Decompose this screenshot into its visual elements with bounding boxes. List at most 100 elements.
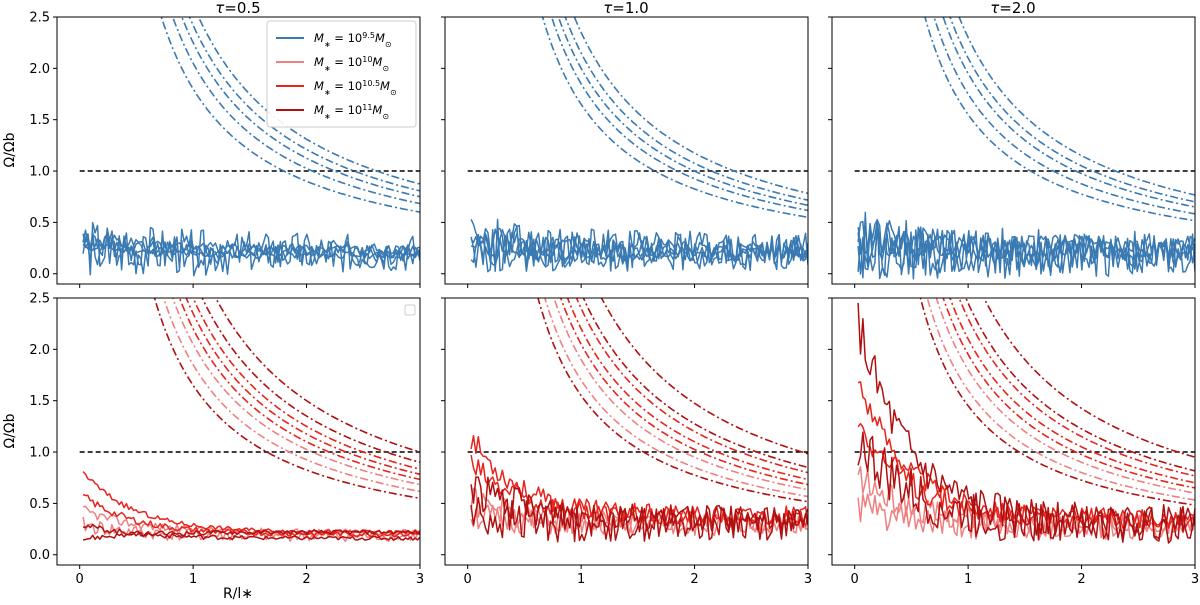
series-dashdot-line [557, 17, 808, 207]
series-dashdot-line [958, 298, 1195, 477]
panel-bottom-left [56, 297, 421, 566]
y-axis-label-top: Ω/Ωb [2, 132, 18, 167]
series-solid-line [470, 476, 808, 533]
panel-title-tau-0: τ=0.5 [215, 0, 260, 17]
series-dashdot-line [949, 298, 1195, 484]
panel-title-tau-1: τ=1.0 [603, 0, 648, 17]
series-dashdot-line [924, 17, 1195, 222]
series-dashdot-line [162, 298, 420, 493]
y-tick-label: 2.5 [29, 11, 50, 26]
y-tick-label: 2.0 [29, 62, 50, 77]
x-tick-label: 1 [189, 572, 197, 587]
panel-frame [444, 16, 809, 285]
series-solid-line [857, 302, 1195, 540]
x-tick-label: 3 [416, 572, 424, 587]
series-dashdot-line [566, 298, 808, 481]
legend: M∗ = 109.5M⊙ M∗ = 1010M⊙ M∗ = 1010.5M⊙ M∗ =… [266, 20, 417, 128]
y-tick-label: 1.5 [29, 113, 50, 128]
series-dashdot-line [926, 298, 1195, 501]
series-dashdot-line [559, 298, 808, 486]
panel-frame [444, 297, 809, 566]
panel-title-tau-2: τ=2.0 [990, 0, 1035, 17]
panel-top-right [831, 16, 1196, 285]
series-dashdot-line [958, 17, 1195, 196]
series-dashdot-line [550, 17, 808, 212]
series-solid-line [82, 221, 420, 277]
x-tick-label: 0 [76, 572, 84, 587]
series-dashdot-line [180, 17, 420, 198]
series-dashdot-line [553, 298, 808, 491]
panel-top-middle [444, 16, 809, 285]
y-axis-label-bottom: Ω/Ωb [2, 413, 18, 448]
y-tick-label: 1.0 [29, 446, 50, 461]
x-tick-label: 1 [577, 572, 585, 587]
x-tick-label: 0 [464, 572, 472, 587]
series-dashdot-line [160, 17, 420, 213]
series-solid-line [82, 523, 420, 541]
panel-bottom-middle [444, 297, 809, 566]
legend-label: M∗ = 109.5M⊙ [314, 31, 392, 49]
series-dashdot-line [197, 17, 420, 185]
y-axis-bottom: 0.0 0.5 1.0 1.5 2.0 2.5 [29, 292, 832, 563]
x-axes: 0 0 0 1 1 1 2 2 2 3 3 3 [76, 284, 1199, 587]
y-tick-label: 1.0 [29, 165, 50, 180]
series-dashdot-line [214, 298, 420, 453]
series-solid-line [857, 381, 1195, 527]
series-dashdot-line [171, 17, 420, 205]
panel-bottom-right [831, 297, 1196, 566]
x-tick-label: 2 [690, 572, 698, 587]
legend-label: M∗ = 1010M⊙ [314, 55, 389, 73]
legend-label: M∗ = 1010.5M⊙ [314, 79, 397, 97]
series-dashdot-line [600, 298, 808, 455]
series-dashdot-line [192, 298, 420, 470]
x-tick-label: 3 [804, 572, 812, 587]
x-tick-label: 2 [302, 572, 310, 587]
series-dashdot-line [188, 17, 420, 192]
series-solid-line [82, 233, 420, 256]
series-dashdot-line [983, 298, 1195, 458]
panel-top-left [56, 16, 421, 285]
x-tick-label: 0 [851, 572, 859, 587]
y-tick-label: 2.0 [29, 343, 50, 358]
x-tick-label: 2 [1077, 572, 1085, 587]
legend-box [266, 20, 417, 128]
series-solid-line [857, 422, 1195, 529]
empty-legend-box [404, 304, 416, 316]
series-solid-line [470, 218, 808, 273]
y-tick-label: 1.5 [29, 394, 50, 409]
x-tick-label: 1 [964, 572, 972, 587]
series-dashdot-line [949, 17, 1195, 203]
series-dashdot-line [942, 17, 1195, 208]
series-dashdot-line [185, 298, 420, 476]
series-dashdot-line [964, 298, 1195, 472]
series-dashdot-line [935, 298, 1195, 494]
x-axis-label: R/l∗ [223, 586, 253, 602]
y-axis-top: 0.0 0.5 1.0 1.5 2.0 2.5 [29, 11, 832, 282]
series-dashdot-line [582, 298, 808, 469]
series-dashdot-line [201, 298, 420, 464]
series-dashdot-line [153, 298, 420, 500]
series-dashdot-line [564, 17, 808, 201]
series-solid-line [857, 227, 1195, 260]
y-tick-label: 2.5 [29, 292, 50, 307]
x-tick-label: 3 [1191, 572, 1199, 587]
panel-frame [56, 16, 421, 285]
series-solid-line [82, 233, 420, 259]
legend-label: M∗ = 1011M⊙ [314, 103, 389, 121]
series-solid-line [82, 471, 420, 535]
y-tick-label: 0.5 [29, 216, 50, 231]
series-dashdot-line [171, 298, 420, 486]
series-dashdot-line [942, 298, 1195, 489]
series-dashdot-line [933, 17, 1195, 215]
series-dashdot-line [537, 298, 808, 503]
panel-frame [831, 16, 1196, 285]
series-solid-line [857, 211, 1195, 280]
series-solid-line [470, 496, 808, 543]
panel-frame [831, 297, 1196, 566]
series-dashdot-line [543, 298, 808, 498]
series-dashdot-line [573, 17, 808, 195]
series-dashdot-line [178, 298, 420, 481]
series-dashdot-line [541, 17, 808, 219]
y-tick-label: 0.0 [29, 267, 50, 282]
